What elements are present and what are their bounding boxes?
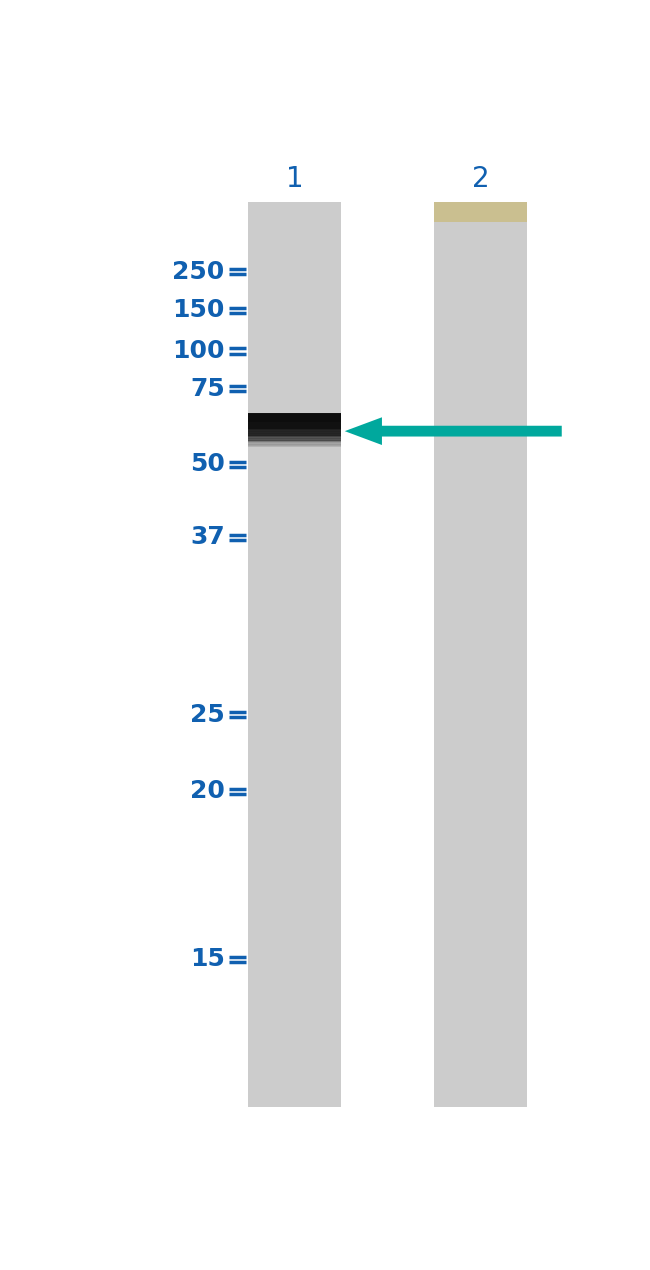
Text: 37: 37	[190, 526, 225, 550]
Bar	[248, 424, 341, 425]
Bar	[248, 425, 341, 427]
Bar	[248, 417, 341, 418]
Bar	[248, 432, 341, 433]
Bar	[248, 428, 341, 429]
Bar	[248, 437, 341, 438]
Bar	[248, 423, 341, 424]
Bar	[248, 415, 341, 417]
Text: 20: 20	[190, 780, 225, 804]
Bar	[248, 438, 341, 441]
Bar	[248, 414, 341, 417]
Bar	[248, 438, 341, 439]
Bar	[248, 427, 341, 428]
Bar	[248, 432, 341, 433]
Text: 250: 250	[172, 260, 225, 283]
Text: 1: 1	[285, 165, 303, 193]
Bar	[434, 202, 527, 1107]
Bar	[248, 429, 341, 431]
Text: 15: 15	[190, 947, 225, 972]
Bar	[248, 441, 341, 443]
Bar	[248, 436, 341, 437]
Bar	[248, 433, 341, 434]
Bar	[248, 437, 341, 438]
Bar	[248, 417, 341, 419]
Bar	[248, 433, 341, 434]
Bar	[248, 425, 341, 427]
Bar	[248, 434, 341, 436]
Bar	[248, 434, 341, 436]
Text: 50: 50	[190, 452, 225, 476]
Bar	[248, 431, 341, 432]
Bar	[248, 419, 341, 422]
Bar	[248, 442, 341, 443]
Text: 150: 150	[172, 298, 225, 323]
Bar	[434, 202, 527, 222]
Bar	[248, 444, 341, 447]
Text: 2: 2	[471, 165, 489, 193]
Bar	[248, 415, 341, 418]
Bar	[248, 422, 341, 423]
Bar	[248, 420, 341, 423]
Text: 100: 100	[172, 339, 225, 363]
Bar	[248, 439, 341, 442]
Bar	[248, 423, 341, 424]
Bar	[248, 414, 341, 415]
FancyArrow shape	[344, 418, 562, 444]
Bar	[248, 428, 341, 429]
Bar	[248, 431, 341, 432]
Bar	[248, 443, 341, 444]
Bar	[248, 441, 341, 442]
Bar	[248, 436, 341, 437]
Bar	[248, 439, 341, 441]
Text: 75: 75	[190, 377, 225, 401]
Bar	[248, 418, 341, 420]
Bar	[248, 429, 341, 431]
Bar	[248, 419, 341, 420]
Bar	[248, 424, 341, 425]
Bar	[248, 443, 341, 446]
Bar	[248, 202, 341, 1107]
Bar	[248, 420, 341, 422]
Bar	[248, 418, 341, 419]
Bar	[248, 427, 341, 428]
Bar	[248, 442, 341, 444]
Bar	[248, 444, 341, 446]
Text: 25: 25	[190, 702, 225, 726]
Bar	[248, 413, 341, 415]
